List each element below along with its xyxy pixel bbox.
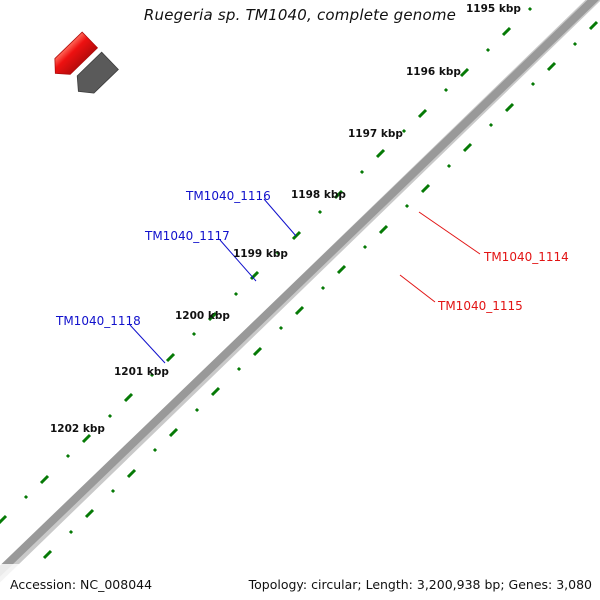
axis-tick-label: 1196 kbp	[406, 66, 461, 78]
axis-tick-label: 1197 kbp	[348, 128, 403, 140]
page-title: Ruegeria sp. TM1040, complete genome	[143, 6, 457, 24]
gene-label-TM1040_1115[interactable]: TM1040_1115	[438, 299, 523, 313]
axis-tick-label: 1195 kbp	[466, 3, 521, 15]
tick-marks-outer-rail	[0, 6, 533, 525]
status-bar: Accession: NC_008044 Topology: circular;…	[0, 564, 600, 600]
gene-feature-gray-upper[interactable]	[70, 51, 119, 100]
gene-label-TM1040_1114[interactable]: TM1040_1114	[484, 250, 569, 264]
topology-label: Topology: circular; Length: 3,200,938 bp…	[248, 577, 592, 592]
label-leader-lines	[129, 198, 481, 364]
leader-TM1040_1117	[219, 239, 257, 282]
leader-TM1040_1114	[418, 211, 481, 255]
axis-tick-label: 1198 kbp	[291, 189, 346, 201]
axis-tick-label: 1202 kbp	[50, 423, 105, 435]
accession-label: Accession: NC_008044	[10, 577, 153, 592]
gene-label-TM1040_1117[interactable]: TM1040_1117	[145, 229, 230, 243]
tick-marks-inner-rail	[42, 20, 599, 560]
leader-TM1040_1118	[129, 324, 166, 364]
axis-tick-label: 1200 kbp	[175, 310, 230, 322]
gene-feature-layer	[48, 31, 119, 100]
leader-TM1040_1115	[399, 274, 436, 303]
gene-feature-red-upper[interactable]	[48, 31, 99, 81]
gene-label-TM1040_1116[interactable]: TM1040_1116	[186, 189, 271, 203]
gene-label-TM1040_1118[interactable]: TM1040_1118	[56, 314, 141, 328]
axis-tick-label: 1201 kbp	[114, 366, 169, 378]
axis-tick-label: 1199 kbp	[233, 248, 288, 260]
leader-TM1040_1116	[263, 198, 297, 237]
